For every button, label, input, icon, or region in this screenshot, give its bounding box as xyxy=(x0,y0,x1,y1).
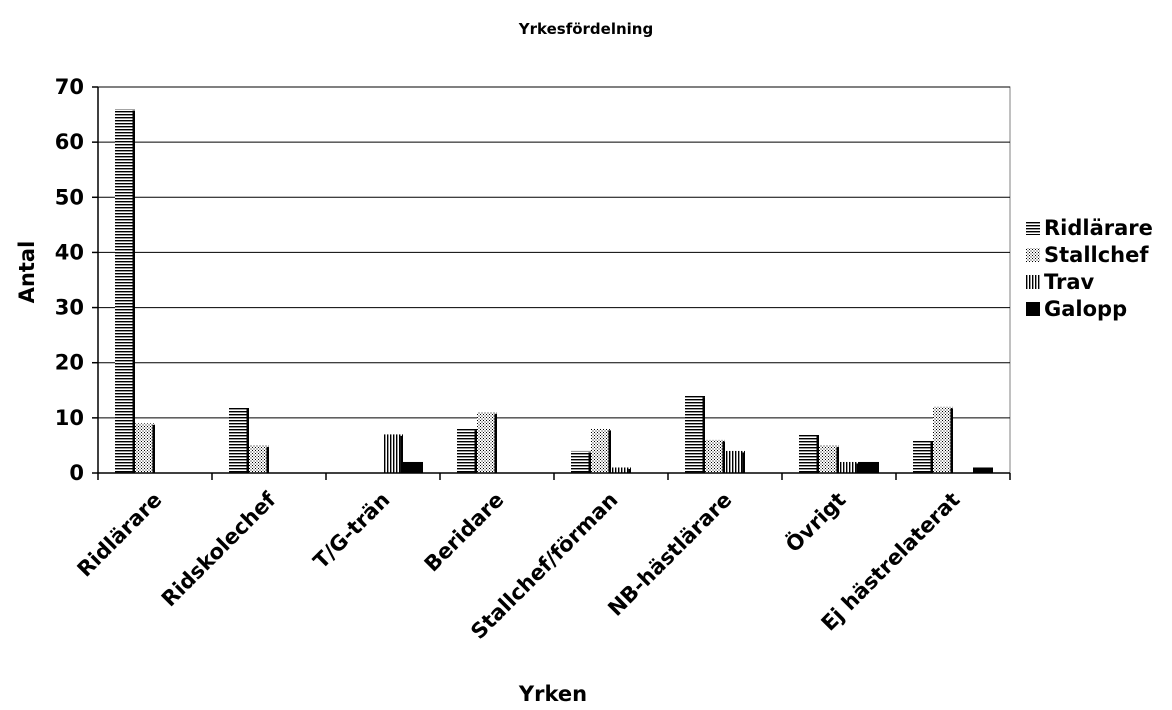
bar-edge xyxy=(474,430,477,473)
bar-edge xyxy=(608,430,611,473)
y-axis-ticks: 0 10 20 30 40 50 60 70 xyxy=(55,75,99,485)
bar-edge xyxy=(742,452,745,473)
bar-edge xyxy=(856,463,859,473)
bar-edge xyxy=(494,413,497,473)
bar xyxy=(403,461,423,473)
gridlines xyxy=(98,86,1010,419)
bar-edge xyxy=(836,446,839,473)
bar xyxy=(115,109,135,474)
bar-edge xyxy=(930,441,933,473)
y-axis-title: Antal xyxy=(15,241,39,304)
bar xyxy=(973,467,993,473)
legend-swatch xyxy=(1026,275,1040,289)
legend-swatch xyxy=(1026,302,1040,316)
y-tick-label: 50 xyxy=(55,185,84,209)
legend: Ridlärare Stallchef Trav Galopp xyxy=(1026,216,1153,321)
bar-edge xyxy=(990,468,993,473)
y-tick-label: 0 xyxy=(69,461,84,485)
bar xyxy=(477,412,497,473)
legend-item: Trav xyxy=(1026,270,1095,294)
bar-edge xyxy=(816,435,819,473)
bar-edge xyxy=(876,463,879,473)
bar xyxy=(135,423,155,473)
bar-edge xyxy=(266,446,269,473)
bars xyxy=(115,109,993,474)
x-tick-label: Beridare xyxy=(420,488,509,577)
bar xyxy=(611,467,631,473)
x-tick-label: Övrigt xyxy=(780,487,850,557)
bar-edge xyxy=(400,435,403,473)
bar xyxy=(839,461,859,473)
legend-item: Ridlärare xyxy=(1026,216,1153,240)
bar xyxy=(913,439,933,473)
legend-label: Trav xyxy=(1044,270,1095,294)
bar xyxy=(249,445,269,473)
legend-label: Galopp xyxy=(1044,297,1127,321)
bar-edge xyxy=(420,463,423,473)
chart-title: Yrkesfördelning xyxy=(518,20,653,38)
bar-edge xyxy=(950,408,953,473)
y-tick-label: 10 xyxy=(55,406,84,430)
y-tick-label: 30 xyxy=(55,296,84,320)
y-tick-label: 60 xyxy=(55,130,84,154)
y-tick-label: 20 xyxy=(55,351,84,375)
bar xyxy=(229,406,249,473)
legend-swatch xyxy=(1026,221,1040,235)
legend-label: Ridlärare xyxy=(1044,216,1153,240)
bar-edge xyxy=(722,441,725,473)
bar xyxy=(591,428,611,473)
bar xyxy=(799,434,819,473)
y-tick-label: 40 xyxy=(55,240,84,264)
bar xyxy=(383,434,403,473)
bar xyxy=(705,439,725,473)
bar xyxy=(725,450,745,473)
bar xyxy=(457,428,477,473)
bar xyxy=(819,445,839,473)
bar-edge xyxy=(588,452,591,473)
bar-edge xyxy=(132,110,135,474)
legend-item: Galopp xyxy=(1026,297,1127,321)
legend-swatch xyxy=(1026,248,1040,262)
bar xyxy=(859,461,879,473)
bar xyxy=(685,395,705,473)
bar-edge xyxy=(246,408,249,473)
legend-item: Stallchef xyxy=(1026,243,1149,267)
x-tick-label: NB-hästlärare xyxy=(603,488,736,621)
bar-edge xyxy=(152,424,155,473)
bar xyxy=(933,406,953,473)
y-tick-label: 70 xyxy=(55,75,84,99)
x-tick-label: T/G-trän xyxy=(309,488,395,574)
bar-edge xyxy=(702,397,705,473)
x-tick-label: Ridlärare xyxy=(73,488,167,582)
x-axis-title: Yrken xyxy=(518,682,587,706)
bar xyxy=(571,450,591,473)
x-tick-label: Ridskolechef xyxy=(157,487,281,611)
legend-label: Stallchef xyxy=(1044,243,1149,267)
bar-edge xyxy=(628,468,631,473)
